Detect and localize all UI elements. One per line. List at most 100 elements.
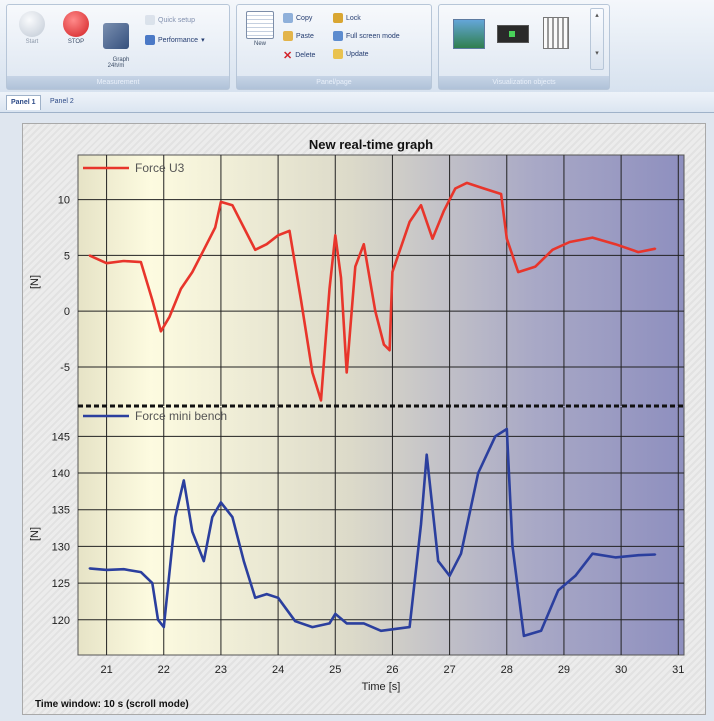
stop-button[interactable]: STOP	[59, 11, 93, 45]
bottom-legend-label: Force mini bench	[135, 409, 227, 423]
copy-button[interactable]: Copy	[283, 13, 312, 23]
new-page-icon	[246, 11, 274, 39]
top-data-point	[362, 243, 365, 246]
bottom-axis-ticks: 120 125 130 135 140 145	[52, 431, 70, 626]
x-tick-label: 26	[386, 664, 398, 676]
ribbon-scroll[interactable]: ▴ ▾	[590, 8, 604, 70]
top-data-point	[431, 237, 434, 240]
measurement-group: Start STOP Graph 24h/m Quick setup Perfo…	[6, 4, 230, 90]
bottom-data-point	[557, 589, 560, 592]
graph-object-icon[interactable]	[453, 19, 485, 49]
bottom-data-point	[614, 556, 617, 559]
top-data-point	[160, 330, 162, 333]
update-button[interactable]: Update	[333, 49, 369, 59]
lock-button[interactable]: Lock	[333, 13, 361, 23]
quick-setup-icon	[145, 15, 155, 25]
graph-title: New real-time graph	[309, 137, 433, 152]
bottom-series-line	[89, 427, 656, 638]
bottom-data-point	[437, 560, 440, 562]
panel-tabbar: Panel 1 Panel 2	[0, 92, 714, 113]
paste-button[interactable]: Paste	[283, 31, 314, 41]
ribbon: Start STOP Graph 24h/m Quick setup Perfo…	[0, 0, 714, 93]
bottom-data-point	[211, 516, 214, 518]
top-data-point	[334, 234, 337, 237]
bottom-data-point	[162, 626, 165, 628]
top-data-point	[140, 261, 142, 263]
bottom-data-point	[494, 435, 497, 438]
bottom-data-point	[345, 622, 348, 625]
table-object-icon[interactable]	[543, 17, 569, 49]
tab-panel-1[interactable]: Panel 1	[6, 95, 41, 110]
top-data-point	[122, 260, 125, 262]
chevron-down-icon: ▾	[201, 37, 205, 44]
x-tick-label: 23	[215, 664, 227, 676]
bottom-data-point	[140, 571, 142, 573]
performance-button[interactable]: Performance ▾	[145, 35, 205, 45]
bottom-data-point	[511, 545, 514, 548]
copy-icon	[283, 13, 293, 23]
graph-button[interactable]: Graph 24h/m	[99, 11, 133, 75]
start-button[interactable]: Start	[15, 11, 49, 45]
bottom-data-point	[505, 428, 508, 430]
bottom-data-point	[311, 626, 314, 628]
top-data-point	[483, 187, 485, 190]
top-data-point	[202, 248, 205, 251]
bottom-data-point	[294, 620, 297, 623]
fullscreen-icon	[333, 31, 343, 41]
bottom-y-tick-label: 135	[52, 505, 70, 517]
new-button[interactable]: New	[245, 11, 275, 47]
top-data-point	[534, 265, 537, 268]
delete-icon: ✕	[283, 50, 293, 62]
top-data-point	[242, 226, 245, 229]
top-data-point	[374, 310, 377, 313]
top-data-point	[88, 254, 91, 257]
top-data-point	[220, 201, 222, 203]
bottom-data-point	[477, 472, 480, 474]
digital-display-icon[interactable]	[497, 25, 529, 43]
bottom-data-point	[380, 629, 382, 632]
paste-icon	[283, 31, 293, 41]
top-data-point	[311, 371, 314, 374]
bottom-data-point	[362, 622, 365, 625]
chevron-down-icon: ▾	[595, 50, 599, 57]
bottom-data-point	[157, 618, 159, 621]
bottom-data-point	[637, 554, 640, 557]
bottom-data-point	[231, 516, 234, 518]
top-data-point	[168, 315, 171, 318]
top-data-point	[320, 399, 322, 402]
bottom-legend: Force mini bench	[83, 409, 227, 423]
top-data-point	[443, 209, 445, 212]
top-data-point	[300, 299, 302, 301]
bottom-data-point	[202, 560, 205, 562]
x-tick-label: 22	[158, 664, 170, 676]
top-data-point	[614, 243, 617, 246]
performance-icon	[145, 35, 155, 45]
bottom-data-point	[182, 479, 185, 482]
fullscreen-button[interactable]: Full screen mode	[333, 31, 400, 41]
top-data-point	[191, 271, 194, 273]
top-legend-label: Force U3	[135, 161, 185, 175]
visualization-objects-group: Visualization objects	[438, 4, 610, 90]
bottom-y-tick-label: 125	[52, 578, 70, 590]
x-axis-label: Time [s]	[362, 681, 401, 693]
top-data-point	[231, 204, 234, 207]
bottom-data-point	[334, 613, 337, 615]
visualization-group-label: Visualization objects	[439, 76, 609, 89]
tab-panel-2[interactable]: Panel 2	[50, 98, 74, 105]
bottom-data-point	[460, 552, 462, 555]
quick-setup-button[interactable]: Quick setup	[145, 15, 195, 25]
top-data-point	[288, 230, 291, 232]
top-grid	[78, 155, 684, 406]
top-data-point	[383, 343, 385, 346]
delete-button[interactable]: ✕ Delete	[283, 50, 316, 62]
x-tick-label: 21	[100, 664, 112, 676]
bottom-data-point	[448, 574, 451, 577]
x-tick-label: 31	[672, 664, 684, 676]
bottom-y-tick-label: 140	[52, 468, 70, 480]
x-tick-label: 28	[501, 664, 513, 676]
measurement-group-label: Measurement	[7, 76, 229, 89]
bottom-y-tick-label: 120	[52, 615, 70, 627]
bottom-data-point	[540, 629, 542, 632]
indicator-icon	[509, 31, 515, 37]
